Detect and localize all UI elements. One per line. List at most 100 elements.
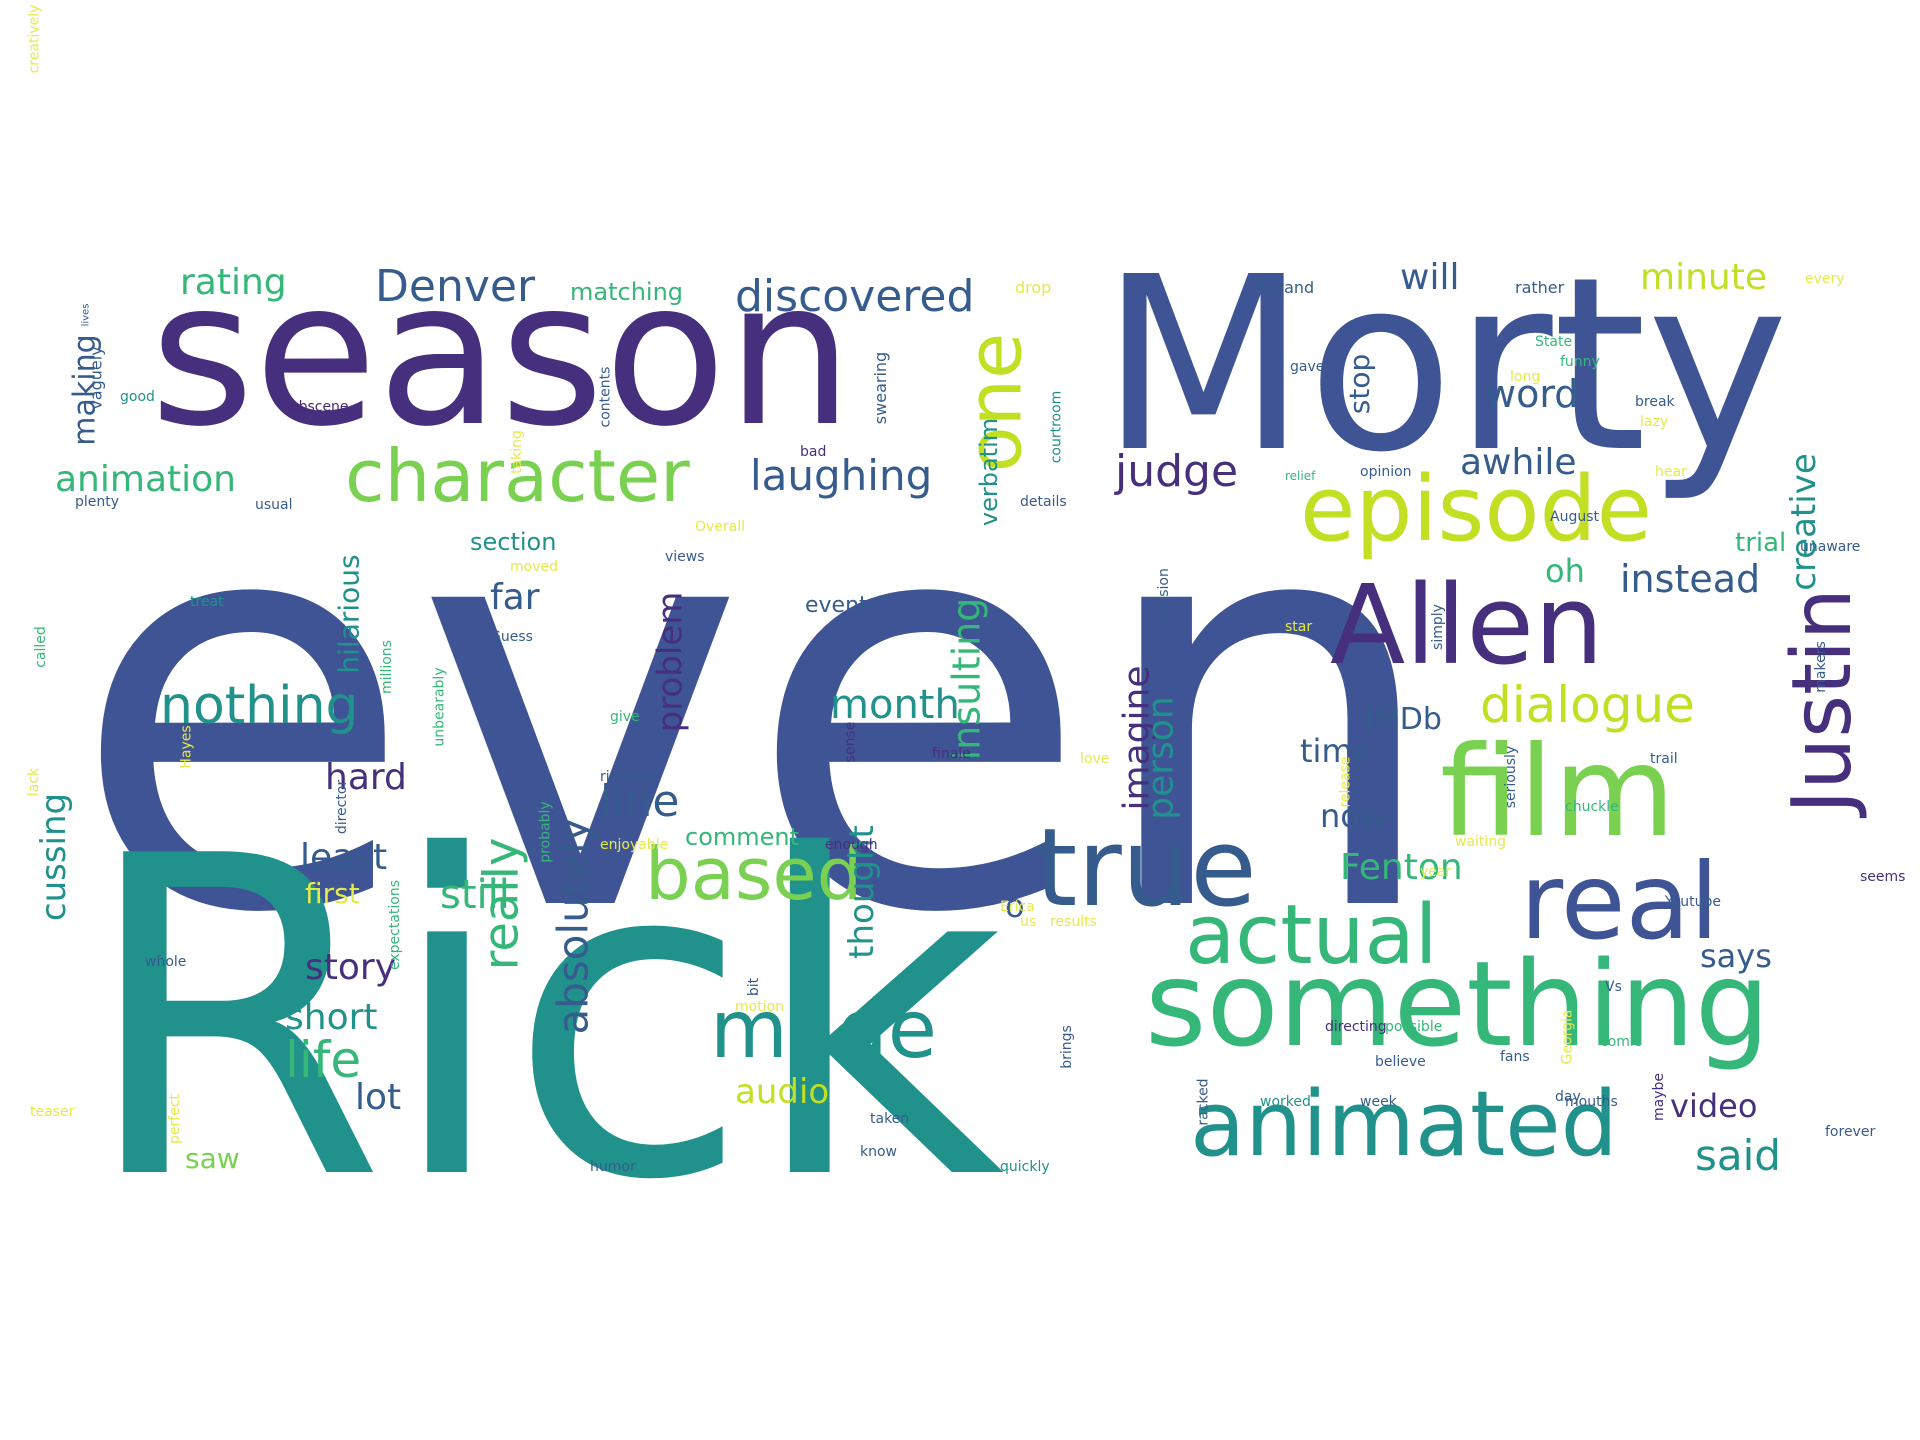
word-perfect: perfect [166,1094,183,1144]
word-possible: possible [1385,1019,1443,1035]
word-views: views [665,549,705,565]
word-youtube: Youtube [1665,894,1721,910]
word-erica: Erica [1000,899,1035,915]
word-racked: racked [1195,1078,1212,1126]
word-love: love [1080,751,1110,767]
word-millions: millions [378,640,395,694]
word-directing: directing [1325,1019,1387,1035]
word-cussing: cussing [34,792,75,922]
word-justin: Justin [1774,588,1870,814]
word-long: long [1510,369,1541,385]
word-worked: worked [1260,1094,1311,1110]
word-still: still [440,872,510,918]
word-give: give [610,709,640,725]
word-stop: stop [1343,353,1377,415]
word-humor: humor [590,1159,636,1175]
word-break: break [1635,394,1675,410]
word-hear: hear [1655,464,1687,480]
word-believe: believe [1375,1054,1426,1070]
word-discovered: discovered [735,271,975,322]
word-drop: drop [1015,278,1052,297]
word-month: month [830,682,960,728]
word-august: August [1550,509,1599,525]
word-enjoyable: enjoyable [600,837,669,853]
word-hard: hard [325,757,407,798]
word-probably: probably [537,801,554,863]
word-film: film [1440,720,1676,865]
word-far: far [490,577,540,618]
word-swearing: swearing [871,351,891,425]
word-trail: trail [1650,751,1678,767]
word-audio: audio [735,1072,830,1112]
word-release: release [1337,756,1354,808]
word-rating: rating [180,262,287,303]
word-obscene: obscene [290,399,349,415]
word-character: character [345,434,690,518]
word-star: star [1285,619,1313,635]
word-expectations: expectations [387,879,404,971]
word-comment: comment [685,823,800,851]
word-treat: treat [190,594,224,610]
word-based: based [645,832,863,916]
word-fans: fans [1500,1049,1530,1065]
word-state: State [1535,334,1573,350]
word-line: line [600,776,680,827]
word-forever: forever [1825,1124,1876,1140]
word-short: short [285,997,378,1038]
word-unbearably: unbearably [431,667,448,747]
word-taking: taking [508,430,525,474]
word-now: now [1320,797,1387,835]
word-hayes: Hayes [178,725,195,769]
word-makers: makers [1812,641,1829,693]
word-whole: whole [145,954,187,970]
word-moved: moved [510,559,558,575]
word-hilarious: hilarious [332,554,366,674]
word-lives: lives [80,303,92,327]
word-laughing: laughing [750,451,933,500]
word-denver: Denver [375,261,536,312]
word-opinion: opinion [1360,464,1412,480]
word-video: video [1670,1087,1758,1125]
word-oh: oh [1545,552,1585,590]
word-taken: taken [870,1111,910,1127]
word-section: section [470,528,557,556]
word-seems: seems [1860,869,1906,885]
word-details: details [1020,494,1067,510]
word-overall: Overall [695,519,746,535]
word-trial: trial [1735,528,1787,558]
word-actual: actual [1185,888,1438,983]
word-vs: Vs [1605,979,1622,995]
word-judge: judge [1115,446,1239,497]
word-results: results [1050,914,1097,930]
word-absolutely: absolutely [548,817,598,1035]
word-nothing: nothing [160,676,359,736]
word-courtroom: courtroom [1048,390,1065,464]
word-week: week [1360,1094,1397,1110]
word-will: will [1400,257,1460,298]
word-chuckle: chuckle [1565,799,1619,815]
word-episode: episode [1300,457,1652,562]
word-said: said [1695,1131,1781,1180]
word-gave: gave [1290,359,1325,375]
word-true: true [1035,806,1257,931]
word-first: first [305,877,360,910]
word-bad: bad [800,444,827,460]
word-matching: matching [570,278,684,306]
word-creative: creative [1783,453,1824,591]
word-enough: enough [825,837,878,853]
word-animated: animated [1190,1072,1618,1177]
word-good: good [120,389,155,405]
word-story: story [305,947,397,988]
word-finale: finale [932,746,971,762]
word-says: says [1700,937,1772,975]
word-relief: relief [1285,469,1316,483]
word-decision: decision [1155,568,1172,626]
word-rick: Rick [80,764,1005,1276]
word-morty: Morty [1100,225,1789,505]
word-mouths: mouths [1565,1094,1618,1110]
word-saw: saw [185,1142,240,1175]
word-instead: instead [1620,557,1761,601]
word-day: day [1555,1089,1581,1105]
word-problem: problem [650,591,691,733]
word-word: word [1485,372,1579,416]
